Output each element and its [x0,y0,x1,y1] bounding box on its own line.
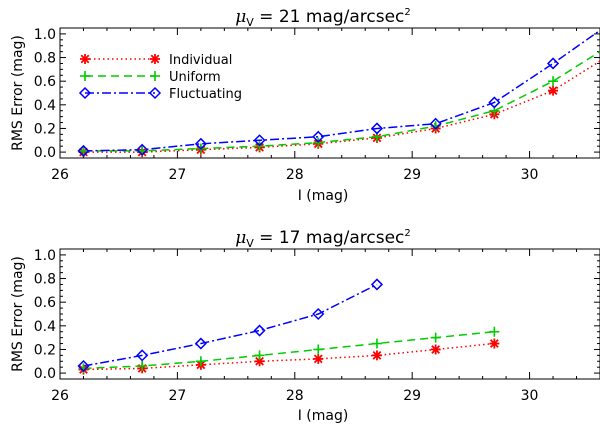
panel-top-ylabel: RMS Error (mag) [10,35,26,151]
panel-top: μV = 21 mag/arcsec2 0.0 0.2 0.4 0.6 0.8 1.0 26… [10,7,600,204]
panel-top-ytick-label: 0.4 [34,98,56,114]
panel-bottom-point-uniform [137,361,148,371]
panel-top-xtick-label: 27 [168,167,186,183]
panel-top-ytick-label: 0.2 [34,121,56,137]
legend-entry-individual: Individual [80,53,232,68]
panel-bottom-point-uniform [371,338,382,349]
panel-top-point-fluctuating [136,143,149,156]
panel-bottom-xlabel: I (mag) [298,408,349,424]
panel-bottom-point-uniform [313,344,324,355]
panel-top-title: μV = 21 mag/arcsec2 [235,7,411,29]
legend: Individual Uniform Fluctuating [78,53,242,102]
panel-bottom-point-uniform [430,332,441,343]
panel-bottom-point-fluctuating [253,324,266,337]
panel-top-ytick-label: 0.6 [34,74,56,90]
panel-top-point-uniform [78,145,89,156]
legend-marker-uniform [80,71,90,81]
panel-top-point-fluctuating [77,144,90,157]
panel-top-ytick-label: 0.0 [34,145,56,161]
legend-marker-individual [150,54,160,64]
panel-top-point-fluctuating [429,117,442,130]
panel-bottom-point-uniform [254,350,265,361]
panel-top-xtick-label: 28 [286,167,304,183]
legend-entry-uniform: Uniform [80,70,221,85]
panel-top-point-individual [548,85,559,96]
panel-bottom-point-fluctuating [136,349,149,362]
panel-top-ytick-label: 1.0 [34,27,56,43]
panel-bottom-line-uniform [83,330,495,370]
panel-bottom-ytick-label: 0.6 [34,295,56,311]
panel-top-xtick-label: 29 [403,167,421,183]
panel-bottom-ytick-label: 0.0 [34,366,56,382]
panel-bottom-point-fluctuating [370,278,384,291]
legend-marker-uniform [150,71,160,81]
panel-top-point-fluctuating [488,96,501,109]
panel-top-point-fluctuating [194,137,207,150]
panel-bottom-ytick-label: 0.2 [34,342,56,358]
panel-bottom-xtick-label: 29 [403,388,421,404]
legend-label-uniform: Uniform [169,70,221,85]
panel-top-point-fluctuating [546,57,560,70]
panel-bottom-title: μV = 17 mag/arcsec2 [235,228,411,250]
panel-top-xlabel: I (mag) [298,188,349,204]
panel-bottom-xtick-label: 30 [521,388,539,404]
panel-bottom-xtick-label: 27 [168,388,186,404]
panel-bottom-point-fluctuating [312,307,325,321]
panel-top-xtick-label: 26 [51,167,69,183]
panel-bottom-xtick-label: 28 [286,388,304,404]
panel-bottom-point-individual [371,350,382,361]
panel-bottom-point-individual [489,338,500,349]
panel-bottom-point-uniform [195,356,206,367]
panel-bottom-line-fluctuating [83,283,378,367]
panel-bottom-ytick-label: 0.4 [34,319,56,335]
legend-label-individual: Individual [169,53,232,68]
panel-top-point-fluctuating [253,134,266,147]
panel-top-line-uniform [83,50,600,152]
panel-top-point-fluctuating [370,122,384,135]
panel-top-ytick-label: 0.8 [34,51,56,67]
panel-bottom-xtick-label: 26 [51,388,69,404]
panel-top-point-uniform [548,76,559,87]
legend-marker-individual [80,54,90,64]
legend-marker-fluctuating [148,86,162,100]
panel-bottom-point-uniform [489,326,500,337]
panel-bottom-ylabel: RMS Error (mag) [10,256,26,372]
panel-top-point-fluctuating [312,130,325,143]
legend-label-fluctuating: Fluctuating [169,87,242,102]
panel-top-xtick-label: 30 [521,167,539,183]
panel-bottom-point-individual [430,344,441,355]
legend-marker-fluctuating [78,86,92,100]
panel-bottom-ytick-label: 1.0 [34,248,56,264]
panel-bottom-ytick-label: 0.8 [34,272,56,288]
panel-bottom-point-fluctuating [77,359,90,373]
panel-bottom-point-fluctuating [194,337,207,350]
panel-bottom: μV = 17 mag/arcsec2 0.0 0.2 0.4 0.6 0.8 1.0 26… [10,228,600,424]
legend-entry-fluctuating: Fluctuating [78,86,242,102]
panel-bottom-point-individual [313,353,324,364]
panel-bottom-line-individual [83,342,495,371]
panel-top-line-fluctuating [83,29,600,152]
